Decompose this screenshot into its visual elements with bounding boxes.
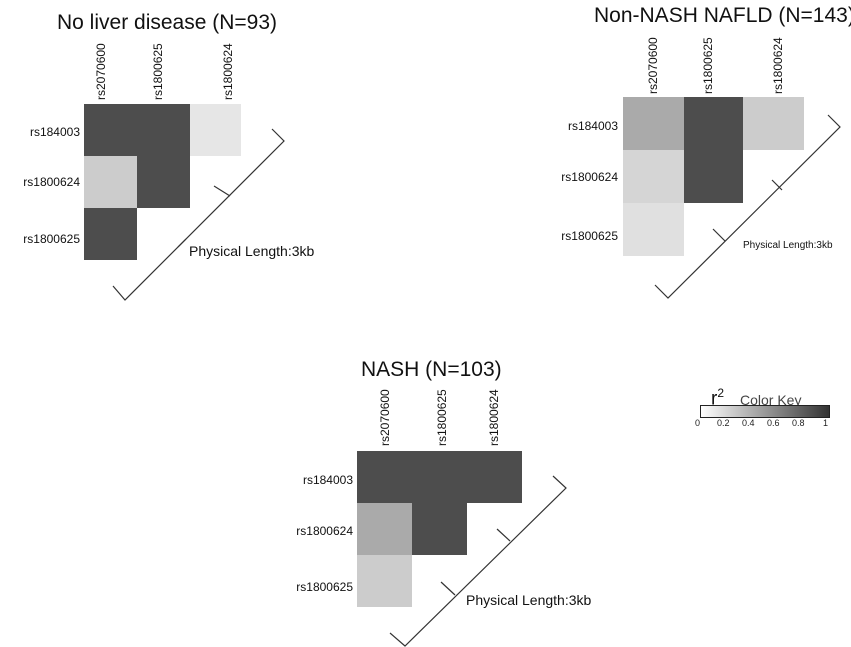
color-key-tick: 1	[823, 418, 829, 428]
color-key-symbol: r2	[711, 386, 725, 410]
ld-cell	[84, 208, 137, 260]
color-key-title: Color Key	[740, 392, 802, 408]
panel-title: No liver disease (N=93)	[57, 11, 278, 34]
color-key-tick: 0.6	[767, 418, 780, 428]
snp-row-label: rs1800625	[561, 229, 618, 243]
ld-cell	[190, 104, 241, 156]
physical-length-label: Physical Length:3kb	[189, 243, 315, 259]
snp-row-label: rs1800625	[23, 232, 80, 246]
panel-title: Non-NASH NAFLD (N=143)	[594, 4, 851, 27]
color-key-gradient-bar	[700, 405, 830, 418]
ld-cell	[684, 150, 743, 203]
snp-row-label: rs184003	[567, 119, 618, 133]
physical-length-label: Physical Length:3kb	[466, 592, 592, 608]
snp-row-label: rs184003	[302, 473, 353, 487]
snp-row-label: rs1800624	[296, 524, 353, 538]
color-key-tick: 0	[695, 418, 701, 428]
physical-length-label: Physical Length:3kb	[743, 240, 833, 251]
panel-title: NASH (N=103)	[361, 358, 502, 381]
ld-cell	[467, 451, 522, 503]
color-key-tick: 0.2	[717, 418, 730, 428]
ld-cell	[357, 503, 412, 555]
ld-cell	[623, 150, 684, 203]
ld-cell	[137, 156, 190, 208]
color-key-tick: 0.8	[792, 418, 805, 428]
ld-cell	[743, 97, 804, 150]
ld-cell	[623, 97, 684, 150]
snp-row-label: rs184003	[29, 125, 80, 139]
ld-cell	[137, 104, 190, 156]
ld-cell	[623, 203, 684, 256]
ld-cell	[684, 97, 743, 150]
snp-row-label: rs1800624	[23, 175, 80, 189]
color-key-tick: 0.4	[742, 418, 755, 428]
ld-cell	[412, 503, 467, 555]
snp-row-label: rs1800625	[296, 580, 353, 594]
ld-cell	[84, 156, 137, 208]
ld-cell	[84, 104, 137, 156]
ld-cell	[412, 451, 467, 503]
snp-row-label: rs1800624	[561, 170, 618, 184]
ld-cell	[357, 451, 412, 503]
ld-cell	[357, 555, 412, 607]
